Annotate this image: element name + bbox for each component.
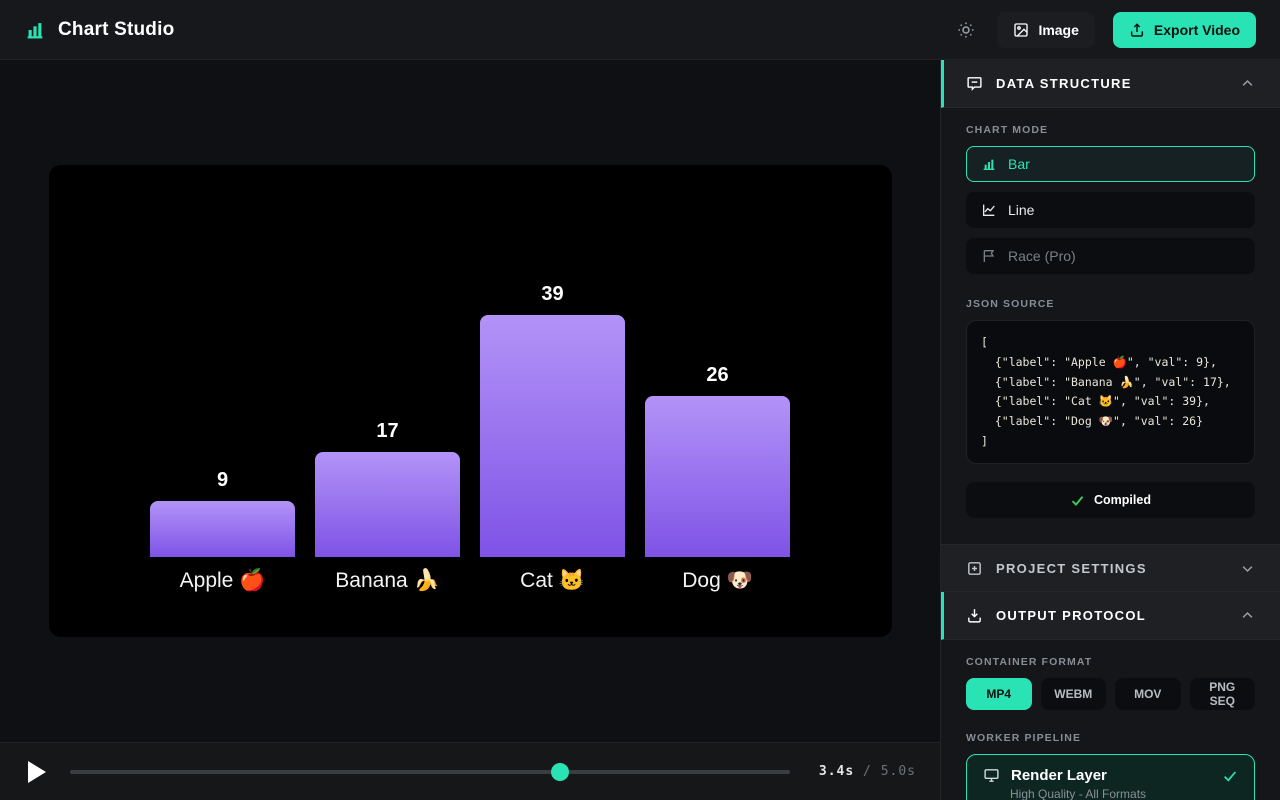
bar-category-label: Dog 🐶 (682, 569, 753, 592)
bar-chart: 9 Apple 🍎 17 Banana 🍌 39 Cat 🐱 (49, 283, 892, 592)
bar (150, 501, 295, 557)
monitor-icon (983, 767, 1000, 784)
output-protocol-body: CONTAINER FORMAT MP4 WEBM MOV PNG SEQ WO… (941, 640, 1280, 800)
bar-group: 26 Dog 🐶 (645, 364, 790, 592)
timeline-thumb[interactable] (550, 762, 569, 781)
bar-group: 17 Banana 🍌 (315, 420, 460, 592)
theme-toggle-sun-icon[interactable] (953, 17, 979, 43)
compile-status-label: Compiled (1094, 493, 1151, 507)
canvas-wrap: 9 Apple 🍎 17 Banana 🍌 39 Cat 🐱 (0, 60, 940, 742)
bar-group: 39 Cat 🐱 (480, 283, 625, 592)
data-structure-body: CHART MODE Bar Line (941, 108, 1280, 544)
format-mov-button[interactable]: MOV (1115, 678, 1181, 710)
current-time: 3.4s (818, 764, 855, 779)
image-button-label: Image (1038, 21, 1079, 38)
total-time: 5.0s (880, 764, 916, 779)
export-image-button[interactable]: Image (997, 11, 1095, 48)
check-icon (1070, 493, 1085, 508)
image-icon (1013, 22, 1029, 38)
flag-icon (981, 248, 997, 264)
bar (645, 396, 790, 557)
container-format-label: CONTAINER FORMAT (966, 656, 1093, 668)
export-video-button-label: Export Video (1153, 21, 1240, 38)
play-button[interactable] (24, 759, 48, 785)
chart-mode-label-line: Line (1008, 202, 1035, 218)
chevron-up-icon (1240, 608, 1255, 623)
section-title: OUTPUT PROTOCOL (996, 608, 1146, 623)
chart-canvas[interactable]: 9 Apple 🍎 17 Banana 🍌 39 Cat 🐱 (48, 165, 892, 637)
upload-share-icon (1129, 22, 1145, 38)
format-pngseq-button[interactable]: PNG SEQ (1189, 678, 1255, 710)
message-square-icon (966, 75, 983, 92)
section-header-data-structure[interactable]: DATA STRUCTURE (941, 60, 1280, 108)
export-video-button[interactable]: Export Video (1112, 11, 1256, 48)
download-icon (966, 607, 983, 624)
stage: 9 Apple 🍎 17 Banana 🍌 39 Cat 🐱 (0, 60, 940, 800)
chart-mode-label-race: Race (Pro) (1008, 248, 1076, 264)
check-icon (1222, 768, 1238, 784)
format-mp4-button[interactable]: MP4 (966, 678, 1032, 710)
bar-value-label: 17 (376, 420, 399, 442)
compile-status-button[interactable]: Compiled (966, 482, 1255, 518)
worker-subtitle: High Quality - All Formats (1010, 787, 1147, 800)
bar-group: 9 Apple 🍎 (150, 469, 295, 592)
chevron-up-icon (1240, 76, 1255, 91)
bar-value-label: 26 (706, 364, 729, 386)
chart-mode-label: CHART MODE (966, 124, 1049, 136)
time-separator: / (854, 764, 881, 779)
section-header-project-settings[interactable]: PROJECT SETTINGS (941, 544, 1280, 592)
sidebar: DATA STRUCTURE CHART MODE Bar (940, 60, 1280, 800)
bar-category-label: Banana 🍌 (335, 569, 440, 592)
bar-value-label: 9 (216, 469, 229, 491)
json-source-input[interactable]: [ {"label": "Apple 🍎", "val": 9}, {"labe… (966, 320, 1255, 464)
chart-mode-label-bar: Bar (1008, 156, 1030, 172)
bar-category-label: Apple 🍎 (179, 569, 266, 592)
format-webm-button[interactable]: WEBM (1040, 678, 1106, 710)
line-chart-icon (981, 202, 997, 218)
plus-square-icon (966, 560, 983, 577)
timeline-track[interactable] (70, 762, 790, 781)
worker-render-layer-card[interactable]: Render Layer High Quality - All Formats (966, 754, 1255, 800)
bar-chart-icon (981, 156, 997, 172)
chart-mode-bar-button[interactable]: Bar (966, 146, 1255, 182)
section-title: PROJECT SETTINGS (996, 560, 1147, 576)
bar (315, 452, 460, 557)
time-display: 3.4s / 5.0s (812, 764, 916, 779)
section-title: DATA STRUCTURE (996, 76, 1132, 91)
bar-category-label: Cat 🐱 (520, 569, 585, 592)
chart-mode-line-button[interactable]: Line (966, 192, 1255, 228)
chevron-down-icon (1240, 561, 1255, 576)
app-logo-bar-chart-icon (24, 19, 46, 41)
top-bar: Chart Studio Image Export Video (0, 0, 1280, 60)
section-header-output-protocol[interactable]: OUTPUT PROTOCOL (941, 592, 1280, 640)
bar-value-label: 39 (541, 283, 564, 305)
json-source-label: JSON SOURCE (966, 298, 1055, 310)
brand: Chart Studio (24, 19, 174, 41)
worker-pipeline-label: WORKER PIPELINE (966, 732, 1082, 744)
worker-title: Render Layer (1011, 767, 1107, 784)
playback-bar: 3.4s / 5.0s (0, 742, 940, 800)
container-format-group: MP4 WEBM MOV PNG SEQ (966, 678, 1255, 710)
top-bar-actions: Image Export Video (953, 11, 1256, 48)
bar (480, 315, 625, 557)
chart-mode-race-button[interactable]: Race (Pro) (966, 238, 1255, 274)
app-title: Chart Studio (58, 18, 175, 40)
